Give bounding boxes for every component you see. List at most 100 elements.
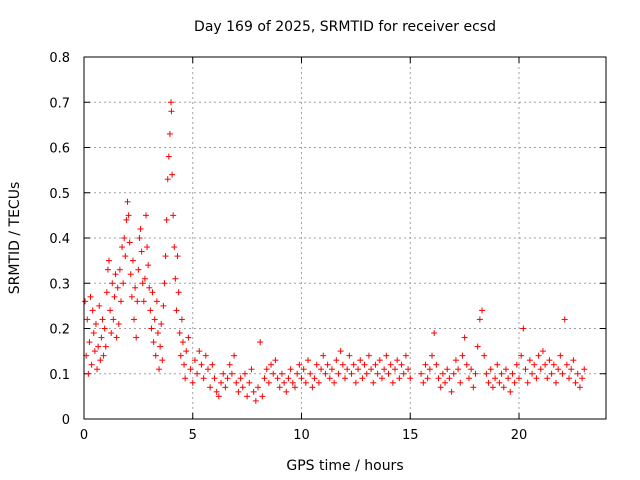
data-point <box>502 366 509 373</box>
data-point <box>492 375 499 382</box>
data-point <box>104 266 111 273</box>
data-point <box>224 375 231 382</box>
data-point <box>539 348 546 355</box>
data-point <box>248 366 255 373</box>
data-point <box>136 235 143 241</box>
data-point <box>142 212 149 219</box>
data-point <box>125 212 132 219</box>
data-point <box>574 370 581 377</box>
y-tick-label: 0.7 <box>49 96 70 111</box>
data-point <box>164 176 171 183</box>
data-point <box>320 352 327 359</box>
data-point <box>461 334 468 341</box>
data-point <box>387 361 394 368</box>
data-point <box>476 316 483 323</box>
data-point <box>446 375 453 382</box>
data-point <box>326 375 333 382</box>
data-point <box>402 352 409 359</box>
data-point <box>396 375 403 382</box>
data-point <box>405 366 412 373</box>
data-point <box>442 379 449 386</box>
y-tick-label: 0.4 <box>49 232 70 247</box>
data-point <box>516 375 522 382</box>
data-point <box>331 379 338 386</box>
data-point <box>198 361 205 368</box>
data-point <box>250 388 257 395</box>
data-point <box>296 361 303 368</box>
data-point <box>333 357 340 364</box>
data-point <box>166 130 173 137</box>
data-point <box>215 393 222 400</box>
data-point <box>533 375 540 382</box>
data-point <box>450 370 457 377</box>
data-point <box>520 325 527 332</box>
data-point <box>106 257 113 264</box>
data-point <box>144 244 151 251</box>
y-tick-label: 0.1 <box>49 368 70 383</box>
data-point <box>149 289 156 296</box>
data-point <box>472 370 479 377</box>
data-point <box>348 370 355 377</box>
data-point <box>87 293 94 300</box>
data-point <box>313 361 320 368</box>
data-point <box>172 275 179 282</box>
data-point <box>179 339 186 346</box>
data-point <box>211 375 218 382</box>
data-point <box>222 384 229 391</box>
data-point <box>392 366 399 373</box>
data-point <box>95 343 102 350</box>
data-point <box>181 361 188 368</box>
data-point <box>88 361 95 368</box>
data-point <box>448 388 455 395</box>
data-point <box>561 316 568 323</box>
data-point <box>437 384 444 391</box>
data-point <box>566 375 573 382</box>
data-point <box>278 370 285 377</box>
y-tick-label: 0.3 <box>49 277 70 292</box>
data-point <box>263 366 270 373</box>
data-point <box>548 370 555 377</box>
data-point <box>145 262 152 269</box>
data-point <box>141 275 148 282</box>
data-point <box>433 361 440 368</box>
data-point <box>344 366 351 373</box>
data-point <box>185 334 192 341</box>
data-point <box>163 216 170 223</box>
data-point <box>407 375 414 382</box>
plot-frame <box>83 56 607 420</box>
data-point <box>218 379 225 386</box>
data-point <box>160 302 167 309</box>
data-point <box>235 388 242 395</box>
data-point <box>355 366 362 373</box>
data-point <box>511 379 518 386</box>
chart-title: Day 169 of 2025, SRMTID for receiver ecs… <box>194 19 496 35</box>
data-point <box>274 375 281 382</box>
data-point <box>103 289 110 296</box>
data-point <box>268 361 275 368</box>
data-point <box>177 352 184 359</box>
data-point <box>92 320 99 327</box>
data-point <box>568 366 575 373</box>
data-point <box>424 375 431 382</box>
data-point <box>117 298 124 305</box>
data-point <box>173 307 180 314</box>
data-point <box>174 253 181 260</box>
data-point <box>114 284 121 291</box>
data-point <box>479 307 486 314</box>
data-point <box>576 384 583 391</box>
y-axis-label: SRMTID / TECUs <box>7 182 23 295</box>
data-point <box>239 384 246 391</box>
data-point <box>204 366 211 373</box>
data-point <box>489 384 496 391</box>
data-point <box>350 361 357 368</box>
data-point <box>140 298 147 305</box>
data-point <box>463 361 470 368</box>
data-point <box>132 284 139 291</box>
data-point <box>191 357 198 364</box>
data-point <box>337 348 344 355</box>
data-point <box>252 397 259 404</box>
x-tick-label: 5 <box>189 428 197 443</box>
data-point <box>474 343 481 350</box>
data-point <box>257 339 264 346</box>
